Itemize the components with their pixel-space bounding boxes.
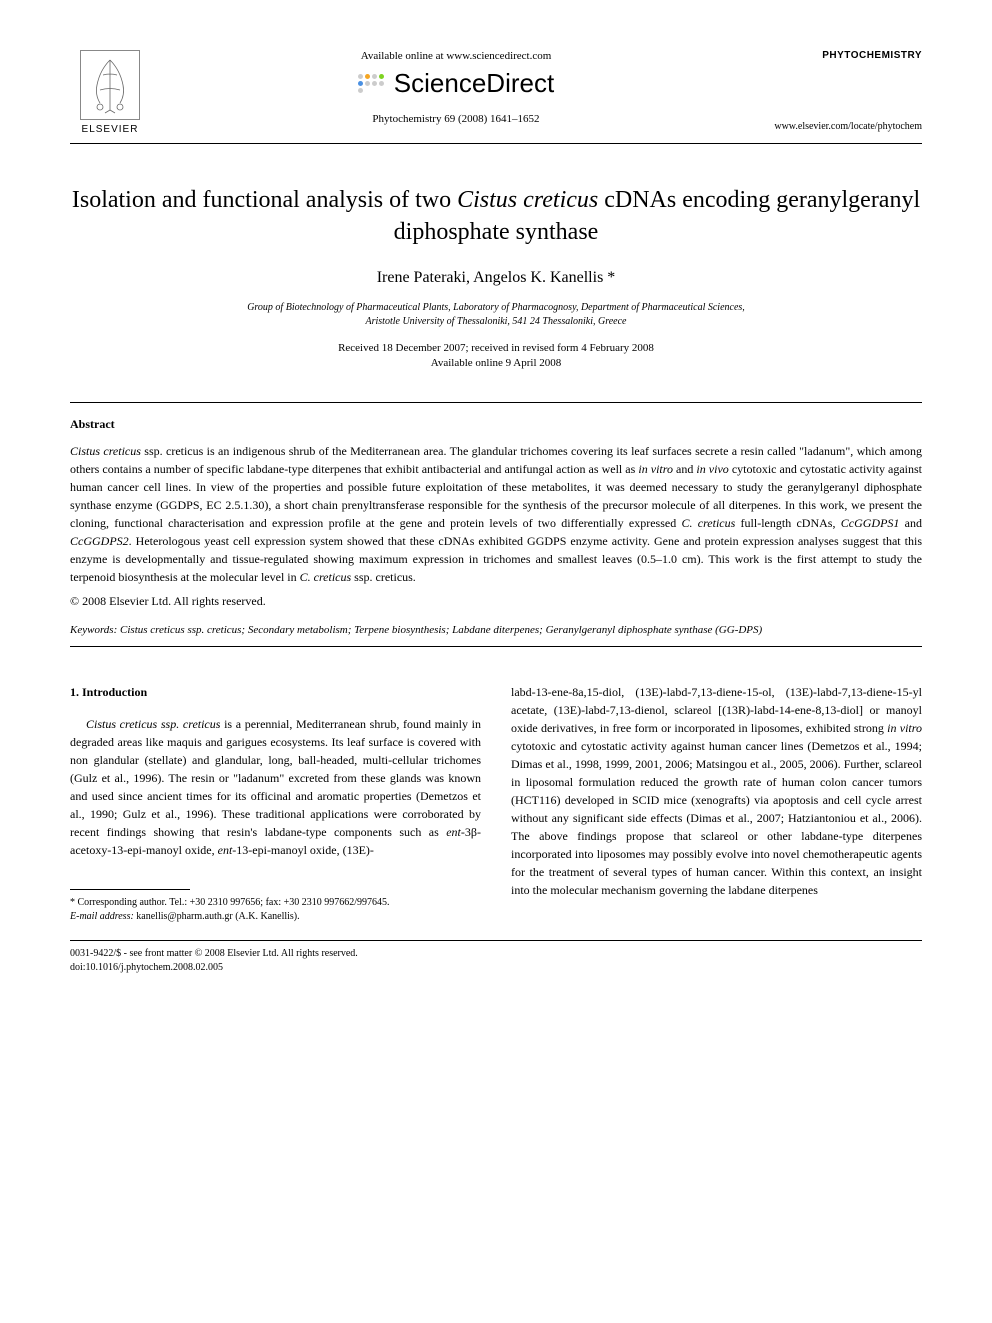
journal-header: ELSEVIER Available online at www.science…	[70, 50, 922, 135]
sciencedirect-logo: ScienceDirect	[150, 68, 762, 99]
abstract-text: Cistus creticus ssp. creticus is an indi…	[70, 442, 922, 586]
footer: 0031-9422/$ - see front matter © 2008 El…	[70, 947, 922, 975]
abstract-heading: Abstract	[70, 417, 922, 432]
copyright-line: © 2008 Elsevier Ltd. All rights reserved…	[70, 594, 922, 609]
authors: Irene Pateraki, Angelos K. Kanellis *	[70, 269, 922, 287]
email-address: kanellis@pharm.auth.gr	[134, 911, 235, 922]
column-left: 1. Introduction Cistus creticus ssp. cre…	[70, 683, 481, 924]
sciencedirect-text: ScienceDirect	[394, 68, 554, 99]
doi-line: doi:10.1016/j.phytochem.2008.02.005	[70, 961, 922, 975]
corresponding-author-footnote: * Corresponding author. Tel.: +30 2310 9…	[70, 896, 481, 910]
publisher-name: ELSEVIER	[82, 124, 139, 135]
keywords-label: Keywords:	[70, 624, 117, 636]
publisher-logo: ELSEVIER	[70, 50, 150, 135]
title-species-italic: Cistus creticus	[457, 187, 598, 213]
abstract-bottom-divider	[70, 646, 922, 647]
right-header: PHYTOCHEMISTRY www.elsevier.com/locate/p…	[762, 50, 922, 132]
sd-dot-icon	[372, 81, 377, 86]
sd-dot-icon	[365, 81, 370, 86]
body-columns: 1. Introduction Cistus creticus ssp. cre…	[70, 683, 922, 924]
elsevier-tree-icon	[80, 50, 140, 120]
issn-line: 0031-9422/$ - see front matter © 2008 El…	[70, 947, 922, 961]
introduction-heading: 1. Introduction	[70, 683, 481, 701]
sd-dot-icon	[379, 81, 384, 86]
article-title: Isolation and functional analysis of two…	[70, 184, 922, 249]
email-suffix: (A.K. Kanellis).	[235, 911, 299, 922]
email-label: E-mail address:	[70, 911, 134, 922]
title-part-1: Isolation and functional analysis of two	[72, 187, 457, 213]
available-online-text: Available online at www.sciencedirect.co…	[150, 50, 762, 62]
intro-paragraph-left: Cistus creticus ssp. creticus is a peren…	[70, 715, 481, 859]
affiliation-line-2: Aristotle University of Thessaloniki, 54…	[70, 315, 922, 329]
journal-reference: Phytochemistry 69 (2008) 1641–1652	[150, 113, 762, 125]
header-divider	[70, 143, 922, 144]
footnote-divider	[70, 889, 190, 890]
sd-dot-icon	[358, 81, 363, 86]
sd-dot-icon	[358, 74, 363, 79]
column-right: labd-13-ene-8a,15-diol, (13E)-labd-7,13-…	[511, 683, 922, 924]
affiliation: Group of Biotechnology of Pharmaceutical…	[70, 301, 922, 329]
abstract-top-divider	[70, 402, 922, 403]
keywords: Keywords: Cistus creticus ssp. creticus;…	[70, 623, 922, 638]
sd-dot-icon	[365, 74, 370, 79]
sciencedirect-icon	[358, 74, 386, 93]
sd-dot-icon	[379, 74, 384, 79]
sd-dot-icon	[372, 74, 377, 79]
sd-dot-icon	[358, 88, 363, 93]
article-dates: Received 18 December 2007; received in r…	[70, 341, 922, 372]
received-date: Received 18 December 2007; received in r…	[70, 341, 922, 356]
journal-name-header: PHYTOCHEMISTRY	[762, 50, 922, 61]
intro-paragraph-right: labd-13-ene-8a,15-diol, (13E)-labd-7,13-…	[511, 683, 922, 899]
center-header: Available online at www.sciencedirect.co…	[150, 50, 762, 125]
email-footnote: E-mail address: kanellis@pharm.auth.gr (…	[70, 910, 481, 924]
affiliation-line-1: Group of Biotechnology of Pharmaceutical…	[70, 301, 922, 315]
journal-url: www.elsevier.com/locate/phytochem	[762, 121, 922, 132]
available-date: Available online 9 April 2008	[70, 356, 922, 371]
keywords-text: Cistus creticus ssp. creticus; Secondary…	[117, 624, 762, 636]
footer-divider	[70, 940, 922, 941]
